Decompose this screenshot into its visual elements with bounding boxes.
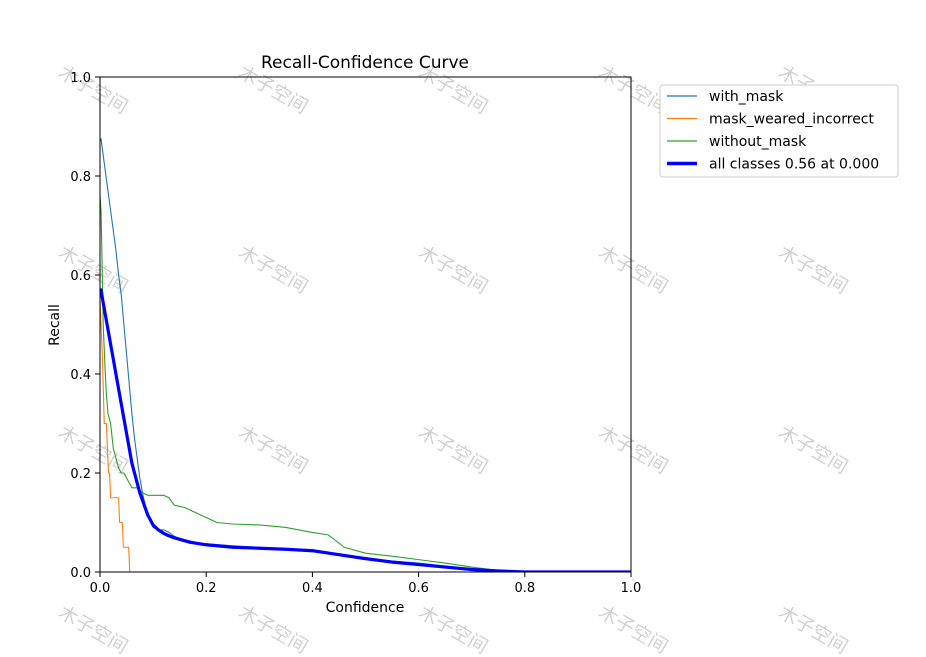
watermark-text: 木子空间 <box>235 601 312 657</box>
y-tick-label: 1.0 <box>70 71 91 86</box>
watermark-text: 木子空间 <box>595 421 672 478</box>
watermark-text: 木子空间 <box>775 241 852 298</box>
watermark-text: 木子空间 <box>595 601 672 657</box>
legend-label-4: all classes 0.56 at 0.000 <box>709 157 879 173</box>
x-tick-label: 0.4 <box>302 581 323 596</box>
watermark-text: 木子空间 <box>415 601 492 657</box>
series-line-3 <box>100 195 631 572</box>
watermark-text: 木子空间 <box>235 241 312 298</box>
legend-label-3: without_mask <box>709 134 807 150</box>
x-tick-label: 0.8 <box>514 581 535 596</box>
chart-title: Recall-Confidence Curve <box>261 53 469 73</box>
x-tick-label: 1.0 <box>621 581 642 596</box>
watermark-text: 木子空间 <box>55 241 132 298</box>
y-tick-label: 0.8 <box>70 170 91 185</box>
x-tick-label: 0.6 <box>408 581 429 596</box>
x-axis-ticks: 0.0 0.2 0.4 0.6 0.8 1.0 <box>90 572 642 596</box>
series-line-1 <box>100 138 631 572</box>
y-tick-label: 0.4 <box>70 368 91 383</box>
y-axis-label: Recall <box>47 304 63 346</box>
watermark-text: 木子空间 <box>55 61 132 118</box>
watermark-text: 木子空间 <box>775 421 852 478</box>
watermark-text: 木子空间 <box>775 601 852 657</box>
series-line-2 <box>100 299 631 572</box>
watermark-text: 木子空间 <box>415 241 492 298</box>
y-tick-label: 0.0 <box>70 566 91 581</box>
chart-legend: with_mask mask_weared_incorrect without_ma… <box>659 84 899 178</box>
plot-area-frame <box>99 76 632 573</box>
watermark-text: 木子空间 <box>55 601 132 657</box>
x-axis-label: Confidence <box>326 600 405 616</box>
watermark-text: 木子空间 <box>595 241 672 298</box>
y-tick-label: 0.6 <box>70 269 91 284</box>
legend-label-1: with_mask <box>709 89 784 105</box>
x-tick-label: 0.2 <box>196 581 217 596</box>
legend-box <box>659 84 899 178</box>
watermark-text: 木子空间 <box>415 421 492 478</box>
series-layer <box>100 138 631 572</box>
y-tick-label: 0.2 <box>70 467 91 482</box>
legend-label-2: mask_weared_incorrect <box>709 112 875 128</box>
watermark-text: 木子空间 <box>235 421 312 478</box>
x-tick-label: 0.0 <box>90 581 111 596</box>
series-line-4 <box>100 288 631 572</box>
y-axis-ticks: 0.0 0.2 0.4 0.6 0.8 1.0 <box>70 71 100 581</box>
